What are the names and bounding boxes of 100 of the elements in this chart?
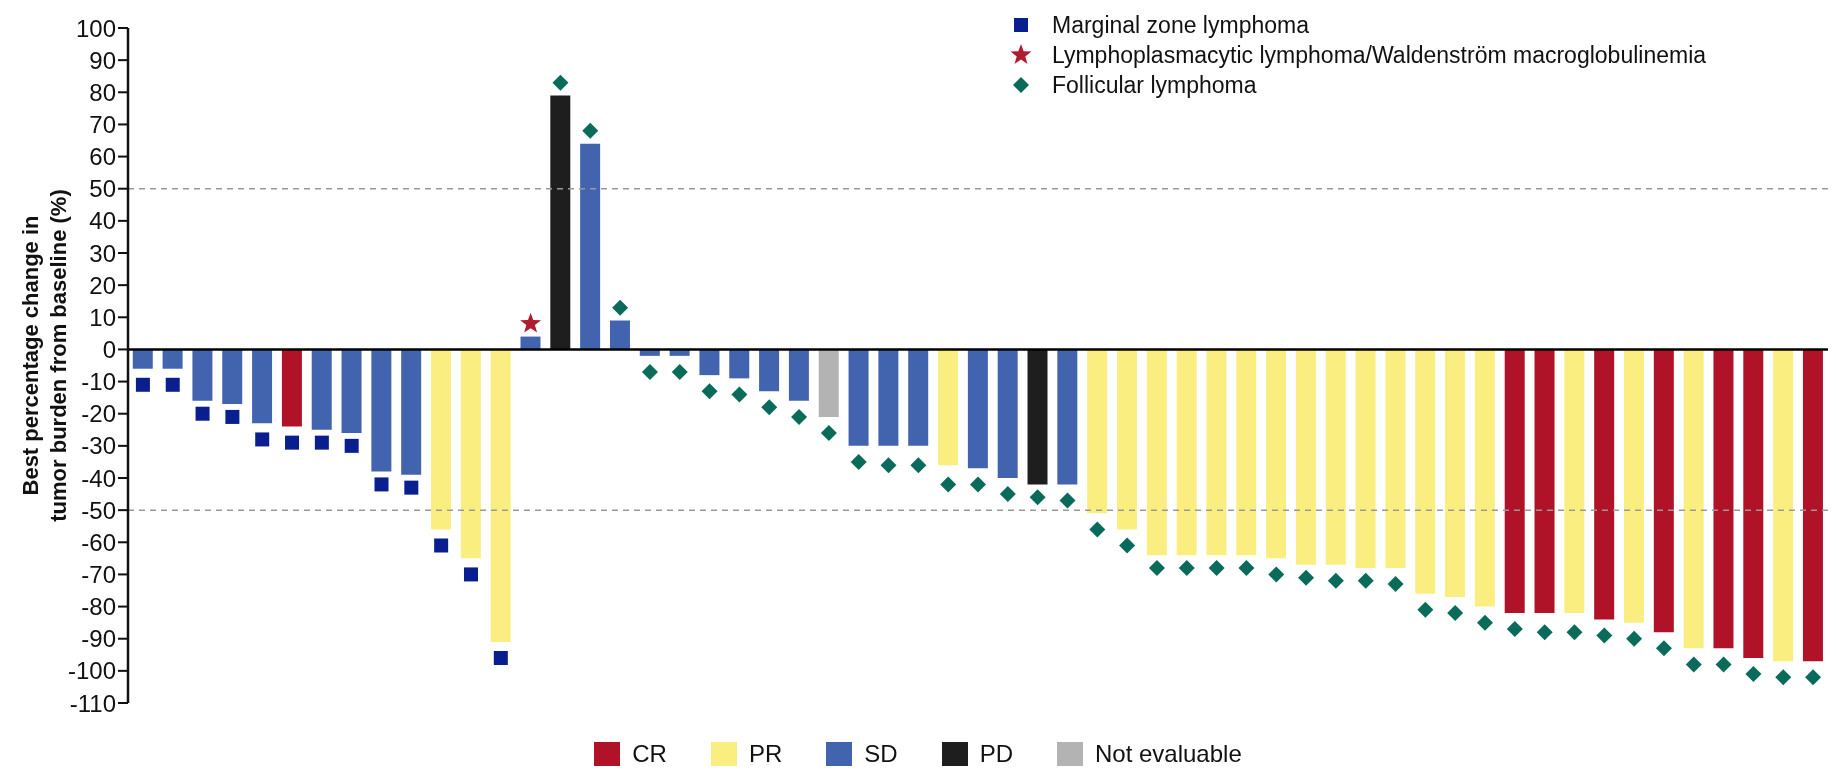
bar (1534, 349, 1555, 613)
point (374, 477, 389, 492)
point (1685, 656, 1702, 673)
bar (878, 349, 899, 446)
y-tick-label: 50 (89, 175, 116, 203)
y-axis-title: Best percentage change in tumor burden from baseline (%) (18, 189, 71, 522)
point (1327, 572, 1344, 589)
bar (699, 349, 720, 376)
point (1775, 669, 1792, 686)
bar (1057, 349, 1078, 485)
y-tick-label: 70 (89, 110, 116, 138)
y-tick-label: 40 (89, 207, 116, 235)
bar (401, 349, 422, 475)
point (1148, 560, 1165, 576)
bar (967, 349, 988, 469)
y-tick-label: 20 (89, 271, 116, 299)
point (1119, 537, 1136, 554)
y-tick-label: -10 (81, 368, 116, 396)
point (850, 453, 867, 470)
point (1536, 624, 1553, 641)
bar (1415, 349, 1436, 594)
bar (609, 320, 630, 350)
point (1506, 621, 1523, 638)
point (285, 435, 300, 450)
bar (1116, 349, 1137, 530)
y-tick-label: -50 (81, 496, 116, 524)
point (970, 476, 986, 493)
bar (1445, 349, 1466, 597)
point (1566, 624, 1583, 641)
point (940, 476, 957, 493)
bar (1206, 349, 1227, 556)
point (1626, 630, 1643, 647)
point (1029, 489, 1046, 506)
y-tick-label: -30 (81, 432, 116, 460)
point (731, 386, 748, 403)
point (165, 377, 180, 392)
bar (371, 349, 392, 472)
bar (1146, 349, 1167, 556)
point (552, 74, 569, 91)
bar (1236, 349, 1257, 556)
y-tick-label: 100 (75, 14, 116, 42)
point (641, 363, 658, 380)
point (493, 651, 508, 665)
point (791, 408, 808, 425)
y-tick-label: 90 (89, 46, 116, 74)
bar (1295, 349, 1316, 565)
point (1745, 666, 1762, 683)
legend-label: Not evaluable (1094, 740, 1242, 768)
point (1715, 656, 1732, 673)
y-tick-label: 60 (89, 143, 116, 171)
point (1298, 569, 1315, 586)
point (1655, 640, 1672, 657)
point (255, 432, 270, 447)
point (880, 457, 897, 474)
bar (162, 349, 183, 369)
bar (729, 349, 750, 379)
y-tick-label: -70 (81, 560, 116, 588)
point (1238, 560, 1255, 576)
y-tick-label: -100 (67, 657, 116, 685)
point (1387, 576, 1404, 593)
point (1417, 601, 1434, 618)
legend-label: PR (748, 740, 783, 768)
bar (1266, 349, 1287, 559)
bar (1385, 349, 1406, 568)
bar (1624, 349, 1644, 623)
bar (848, 349, 869, 446)
legend-label: PD (979, 740, 1013, 768)
bar (281, 349, 302, 427)
point (1447, 605, 1464, 621)
bar (311, 349, 332, 430)
y-tick-label: -20 (81, 400, 116, 428)
bar (222, 349, 243, 405)
point (434, 538, 449, 553)
legend-label: CR (632, 740, 667, 768)
point (1178, 560, 1195, 576)
point (520, 312, 542, 333)
bar (908, 349, 929, 446)
point (135, 377, 150, 392)
bar (1653, 349, 1674, 633)
bar (550, 95, 571, 350)
bar (1176, 349, 1197, 556)
bar (1713, 349, 1734, 649)
point (671, 363, 688, 380)
y-tick-label: -90 (81, 625, 116, 653)
point (612, 299, 629, 316)
bar (252, 349, 273, 424)
point (314, 435, 329, 450)
legend-label: Lymphoplasmacytic lymphoma/Waldenström macroglobulinemia (1052, 41, 1707, 70)
point (1208, 560, 1225, 576)
point (820, 425, 837, 441)
point (999, 486, 1016, 503)
point (1357, 572, 1374, 589)
point (910, 457, 927, 474)
point (1089, 521, 1106, 538)
point (195, 406, 210, 421)
bar (1474, 349, 1495, 607)
bar (192, 349, 213, 401)
bar (1325, 349, 1346, 565)
point (582, 122, 599, 139)
y-tick-label: 0 (102, 335, 116, 363)
